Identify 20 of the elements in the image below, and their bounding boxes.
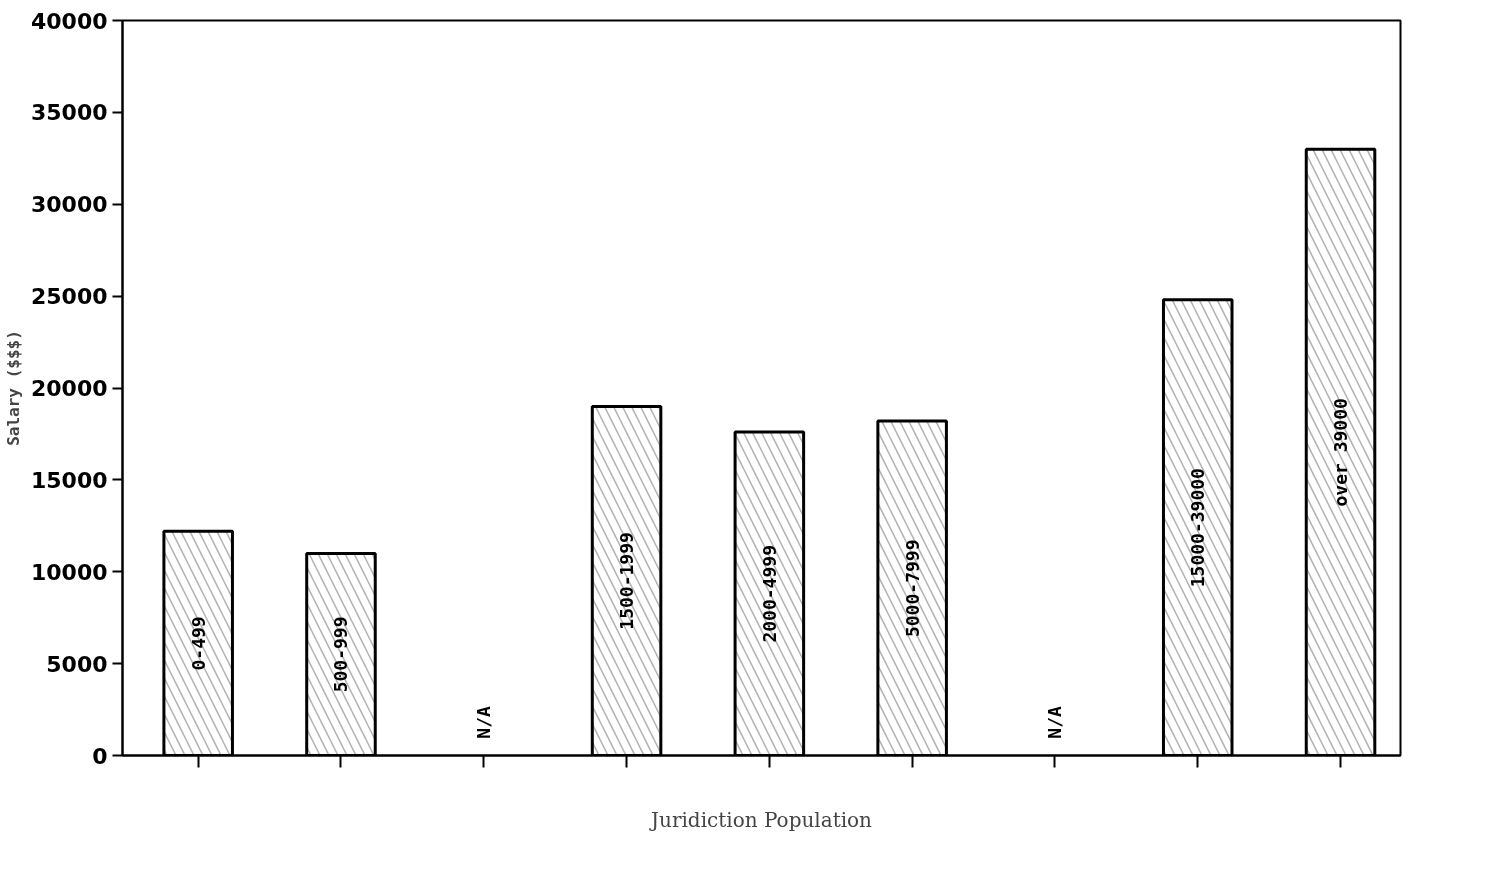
y-tick-label: 5000 [46,651,108,677]
x-tick-label: 500-999 [330,616,352,693]
y-tick-label: 10000 [30,559,108,585]
x-tick-label: N/A [1044,706,1066,739]
x-axis-title: Juridiction Population [648,807,873,832]
y-tick-label: 0 [92,743,108,769]
x-tick-label: 5000-7999 [901,539,923,638]
x-tick-label: 0-499 [187,616,209,671]
x-tick-label: N/A [473,706,495,739]
x-tick-label: 15000-39000 [1187,468,1209,588]
y-tick-label: 30000 [30,192,108,218]
y-tick-label: 35000 [30,100,108,126]
y-axis-title: Salary ($$$) [3,330,23,446]
x-tick-label: 2000-4999 [758,545,780,643]
y-tick-label: 15000 [30,467,108,493]
y-tick-label: 20000 [30,376,108,401]
y-tick-label: 25000 [30,284,108,310]
y-tick-label: 40000 [30,8,108,34]
x-tick-label: over 39000 [1330,398,1352,507]
x-tick-label: 1500-1999 [616,532,638,630]
